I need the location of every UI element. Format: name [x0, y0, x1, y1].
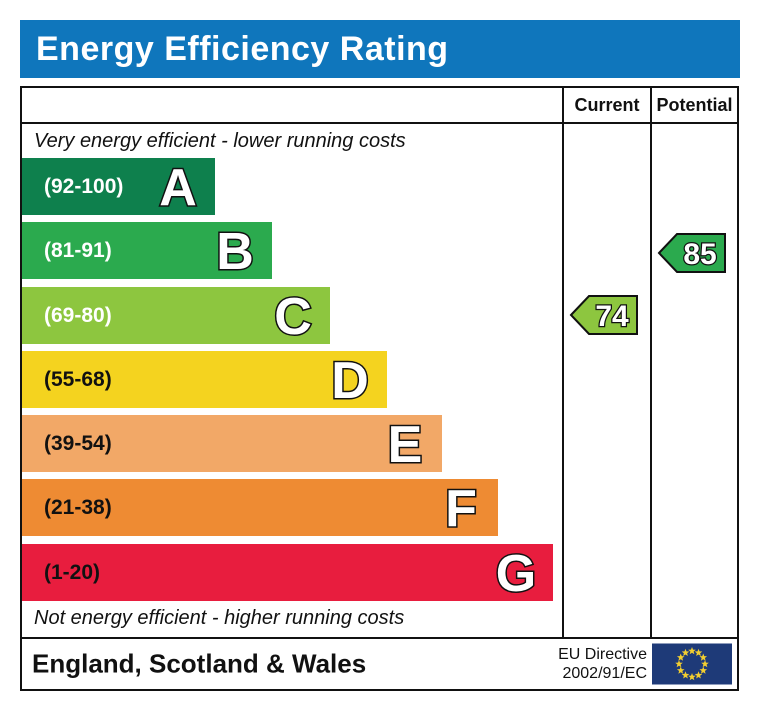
- table-body-row: Very energy efficient - lower running co…: [22, 124, 737, 639]
- potential-rating-arrow: 85: [657, 233, 726, 273]
- region-label: England, Scotland & Wales: [32, 648, 367, 679]
- potential-column: 85: [652, 124, 737, 637]
- band-d: (55-68) D: [22, 351, 387, 408]
- band-d-letter: D: [330, 351, 371, 408]
- eu-directive-line2: 2002/91/EC: [562, 665, 647, 682]
- svg-text:F: F: [445, 480, 477, 536]
- band-e: (39-54) E: [22, 415, 442, 472]
- band-a-letter: A: [158, 158, 199, 215]
- header-spacer-cell: [22, 88, 564, 122]
- current-rating-arrow: 74: [569, 295, 638, 335]
- svg-text:G: G: [496, 545, 536, 601]
- band-b: (81-91) B: [22, 222, 272, 279]
- column-header-potential: Potential: [656, 94, 733, 115]
- band-g-letter: G: [494, 544, 537, 601]
- eu-directive-line1: EU Directive: [558, 646, 647, 663]
- band-e-letter: E: [386, 415, 424, 472]
- svg-text:E: E: [388, 416, 423, 472]
- table-header-row: Current Potential: [22, 88, 737, 124]
- band-b-letter: B: [215, 222, 256, 279]
- band-a-range: (92-100): [44, 174, 124, 198]
- band-g: (1-20) G: [22, 544, 553, 601]
- band-a: (92-100) A: [22, 158, 215, 215]
- bottom-note: Not energy efficient - higher running co…: [34, 607, 405, 629]
- band-g-range: (1-20): [44, 560, 101, 584]
- svg-text:C: C: [274, 288, 312, 344]
- band-d-range: (55-68): [44, 367, 112, 391]
- svg-text:A: A: [159, 159, 197, 215]
- band-f-letter: F: [444, 479, 479, 536]
- column-header-current: Current: [564, 88, 652, 122]
- svg-text:B: B: [216, 223, 254, 279]
- band-f: (21-38) F: [22, 479, 498, 536]
- rating-scale-area: Very energy efficient - lower running co…: [22, 124, 564, 637]
- band-f-range: (21-38): [44, 495, 112, 519]
- title-bar: Energy Efficiency Rating: [20, 20, 740, 78]
- eu-directive-label: EU Directive 2002/91/EC: [558, 645, 647, 683]
- svg-text:D: D: [331, 352, 369, 408]
- page-title: Energy Efficiency Rating: [36, 29, 449, 68]
- rating-table: Current Potential Very energy efficient …: [20, 86, 739, 691]
- band-c: (69-80) C: [22, 287, 330, 344]
- current-rating-value: 74: [595, 300, 629, 333]
- potential-rating-value: 85: [683, 238, 716, 271]
- current-column: 74: [564, 124, 652, 637]
- band-b-range: (81-91): [44, 238, 112, 262]
- band-e-range: (39-54): [44, 431, 112, 455]
- band-c-letter: C: [273, 287, 314, 344]
- band-c-range: (69-80): [44, 303, 112, 327]
- top-note: Very energy efficient - lower running co…: [34, 130, 406, 152]
- eu-flag-icon: [652, 643, 732, 685]
- table-footer-row: England, Scotland & Wales EU Directive 2…: [22, 639, 737, 689]
